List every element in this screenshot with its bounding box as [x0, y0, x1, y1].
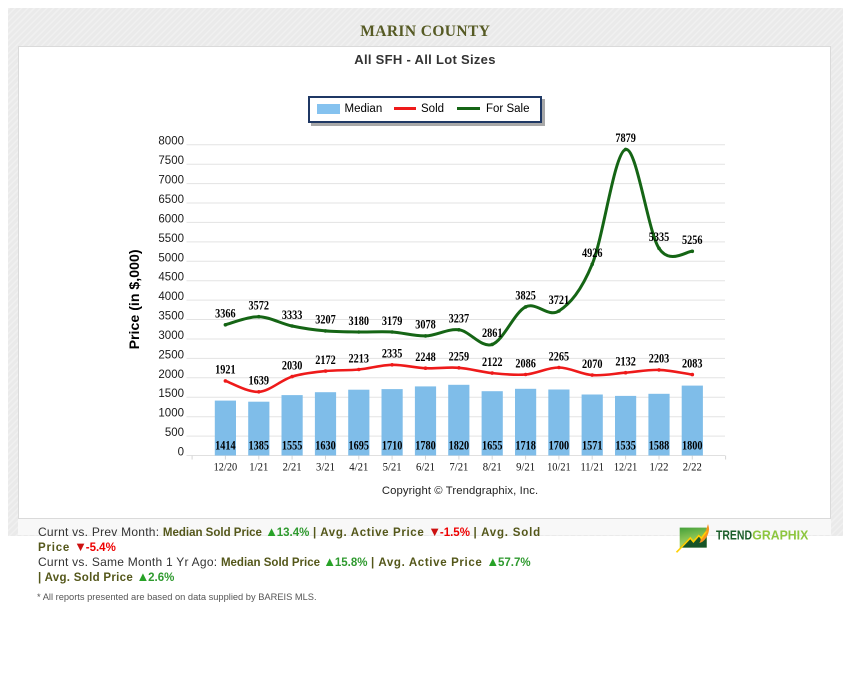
svg-text:GRAPHIX: GRAPHIX	[752, 529, 809, 543]
svg-text:TREND: TREND	[716, 529, 752, 543]
